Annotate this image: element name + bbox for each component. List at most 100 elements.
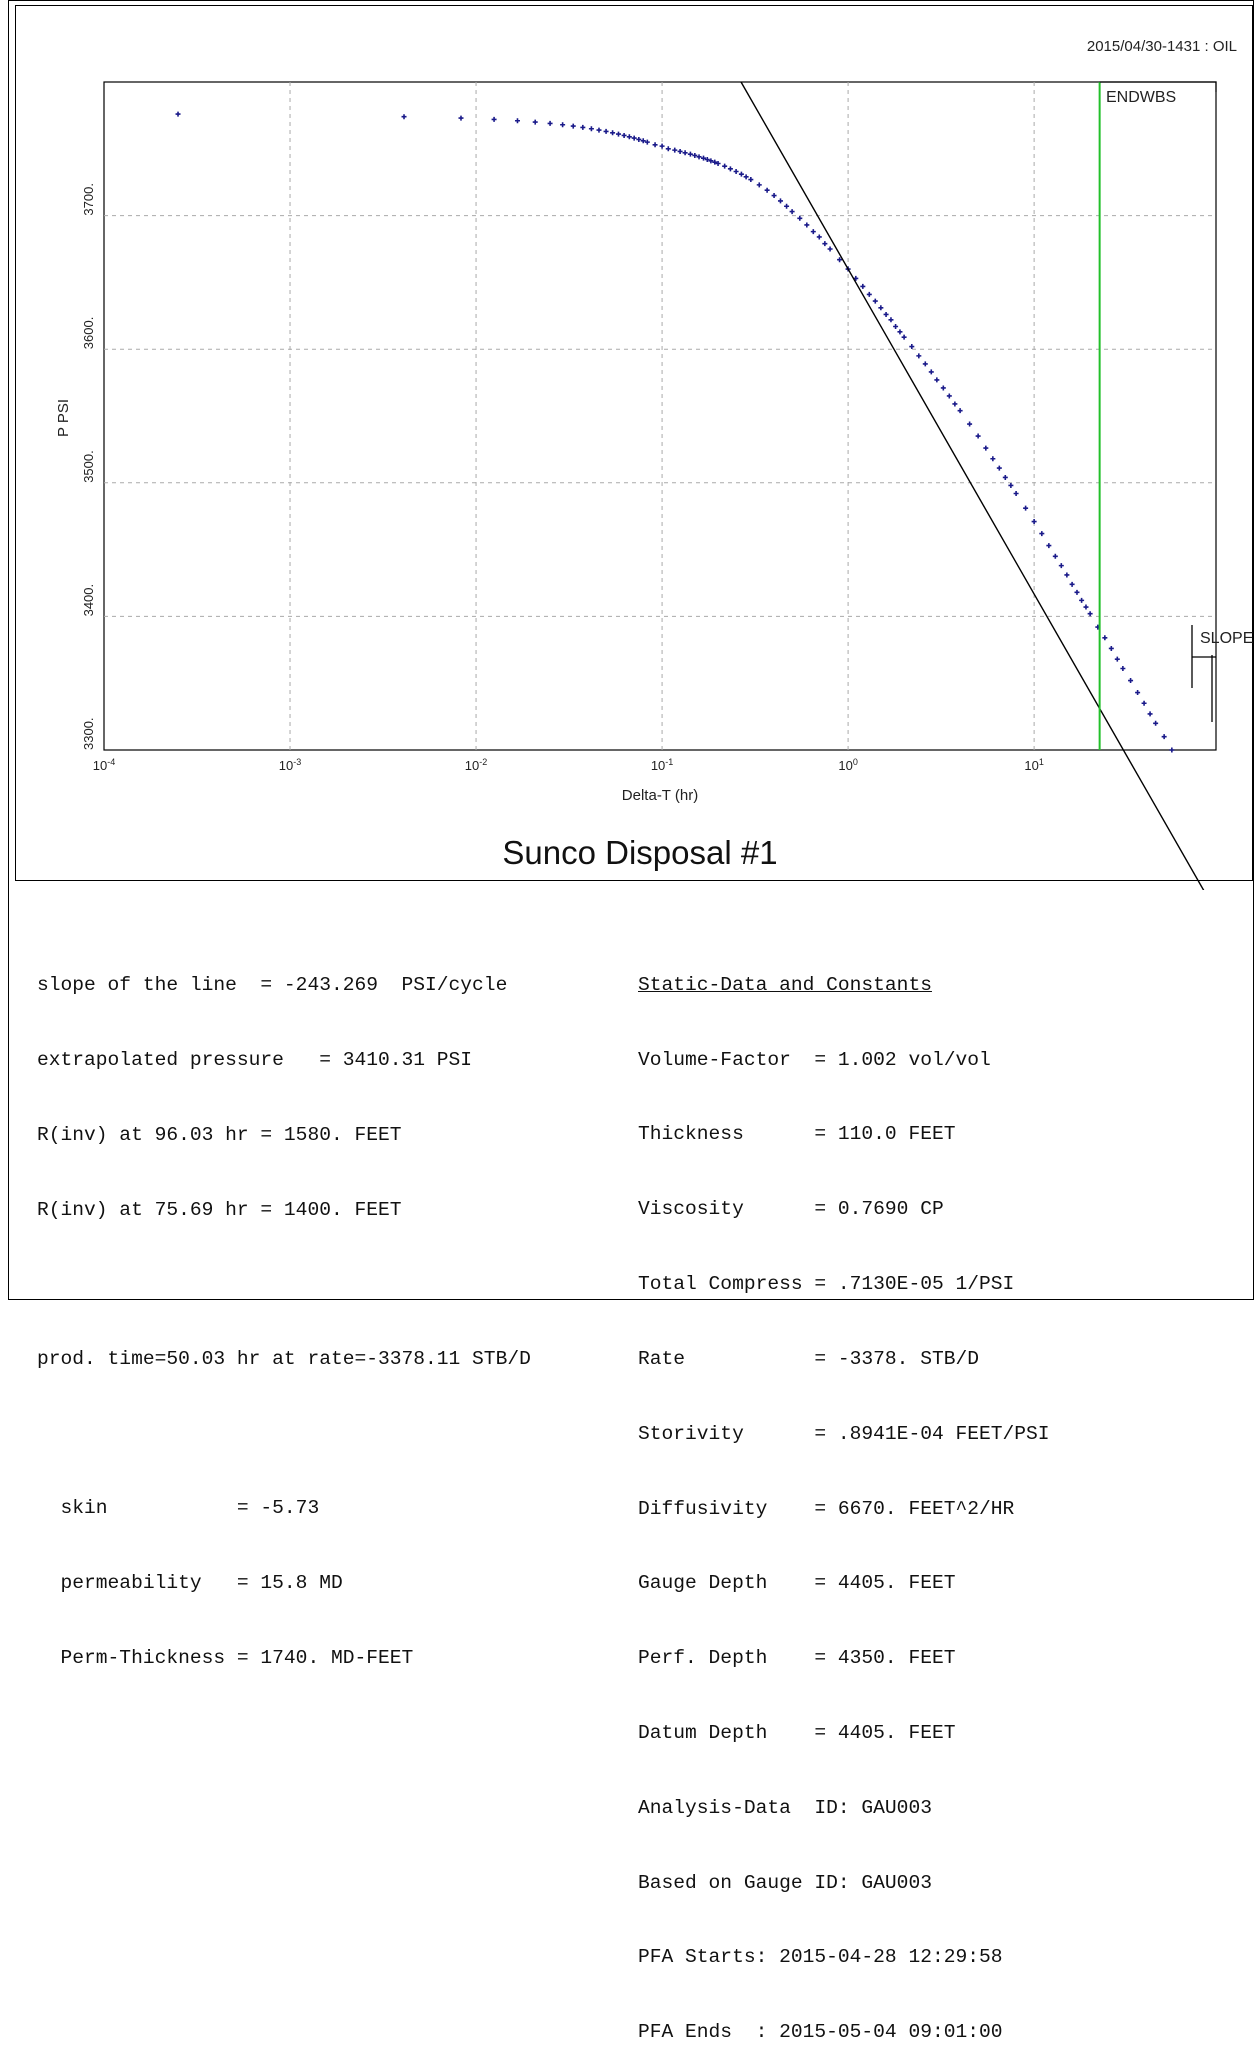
data-point (893, 323, 899, 329)
data-point (784, 203, 790, 209)
data-point (990, 456, 996, 462)
data-point (401, 114, 407, 120)
slope-line: slope of the line = -243.269 PSI/cycle (37, 974, 508, 996)
semilog-fit-line (740, 81, 1205, 890)
data-point (532, 119, 538, 125)
data-point (888, 317, 894, 323)
perf-depth-line: Perf. Depth = 4350. FEET (638, 1647, 956, 1670)
overlay-lines (740, 81, 1217, 890)
data-point (727, 166, 733, 172)
data-point (665, 146, 671, 152)
data-point (983, 445, 989, 451)
data-point (1161, 734, 1167, 740)
data-point (975, 433, 981, 439)
data-point (946, 393, 952, 399)
x-tick-label: 10-1 (651, 757, 673, 773)
data-point (1069, 581, 1075, 587)
data-point (1147, 711, 1153, 717)
data-point (1108, 645, 1114, 651)
data-point (677, 148, 683, 154)
y-tick-label: 3500. (81, 450, 96, 483)
data-point (878, 305, 884, 311)
rinv-line-2: R(inv) at 75.69 hr = 1400. FEET (37, 1199, 402, 1221)
x-tick-label: 10-3 (279, 757, 301, 773)
data-point (866, 291, 872, 297)
data-point (934, 377, 940, 383)
data-point (743, 174, 749, 180)
endwbs-bracket (1099, 81, 1217, 92)
data-point (748, 177, 754, 183)
data-point (701, 155, 707, 161)
extrapolated-pressure-line: extrapolated pressure = 3410.31 PSI (37, 1049, 473, 1071)
pfa-ends-line: PFA Ends : 2015-05-04 09:01:00 (638, 2021, 1003, 2044)
data-point (615, 131, 621, 137)
x-axis-label: Delta-T (hr) (622, 787, 698, 804)
data-point (816, 234, 822, 240)
data-point (1153, 720, 1159, 726)
data-point (1023, 505, 1029, 511)
data-point (696, 154, 702, 160)
data-point (957, 408, 963, 414)
data-point (458, 115, 464, 121)
data-point (883, 311, 889, 317)
data-point (175, 111, 181, 117)
data-point (560, 122, 566, 128)
header-stamp: 2015/04/30-1431 : OIL (1087, 38, 1237, 55)
rate-line: Rate = -3378. STB/D (638, 1347, 979, 1370)
data-point (1087, 611, 1093, 617)
data-point (547, 120, 553, 126)
data-point (771, 193, 777, 199)
diffusivity-line: Diffusivity = 6670. FEET^2/HR (638, 1497, 1015, 1520)
data-point (1135, 690, 1141, 696)
data-point (897, 329, 903, 335)
data-point (756, 182, 762, 188)
data-point (738, 171, 744, 177)
regression-results: slope of the line = -243.269 PSI/cycle e… (37, 923, 531, 1696)
data-point (827, 246, 833, 252)
pfa-starts-line: PFA Starts: 2015-04-28 12:29:58 (638, 1946, 1003, 1969)
data-point (822, 241, 828, 247)
axis-ticks: 10-4 10-3 10-2 10-1 100 101 3300. 3400. 3500. 360… (81, 183, 1044, 773)
data-point (659, 143, 665, 149)
gauge-depth-line: Gauge Depth = 4405. FEET (638, 1572, 956, 1595)
data-point (514, 118, 520, 124)
y-tick-label: 3300. (81, 717, 96, 750)
data-point (1013, 490, 1019, 496)
pressure-chart: 10-4 10-3 10-2 10-1 100 101 3300. 3400. 3500. 360… (55, 38, 1253, 890)
data-point (610, 130, 616, 136)
data-point (777, 198, 783, 204)
data-point (580, 124, 586, 130)
data-point (909, 344, 915, 350)
data-point (1141, 700, 1147, 706)
data-point (621, 132, 627, 138)
data-points (175, 111, 1175, 753)
data-point (1074, 589, 1080, 595)
data-point (631, 135, 637, 141)
y-axis-label: P PSI (55, 399, 72, 437)
data-point (1064, 572, 1070, 578)
data-point (916, 353, 922, 359)
data-point (733, 169, 739, 175)
y-tick-label: 3700. (81, 183, 96, 216)
data-point (672, 147, 678, 153)
viscosity-line: Viscosity = 0.7690 CP (638, 1198, 944, 1221)
grid-lines (104, 82, 1216, 750)
endwbs-label: ENDWBS (1106, 89, 1176, 106)
data-point (588, 126, 594, 132)
x-tick-label: 101 (1024, 757, 1043, 773)
data-point (640, 138, 646, 144)
data-point (837, 257, 843, 263)
data-point (952, 401, 958, 407)
x-tick-label: 10-4 (93, 757, 115, 773)
y-tick-label: 3600. (81, 317, 96, 350)
data-point (872, 298, 878, 304)
plot-area (103, 81, 1217, 751)
data-point (940, 385, 946, 391)
data-point (570, 123, 576, 129)
data-point (1114, 656, 1120, 662)
data-point (860, 283, 866, 289)
data-point (1008, 482, 1014, 488)
data-point (1120, 666, 1126, 672)
data-point (1079, 597, 1085, 603)
y-tick-label: 3400. (81, 584, 96, 617)
